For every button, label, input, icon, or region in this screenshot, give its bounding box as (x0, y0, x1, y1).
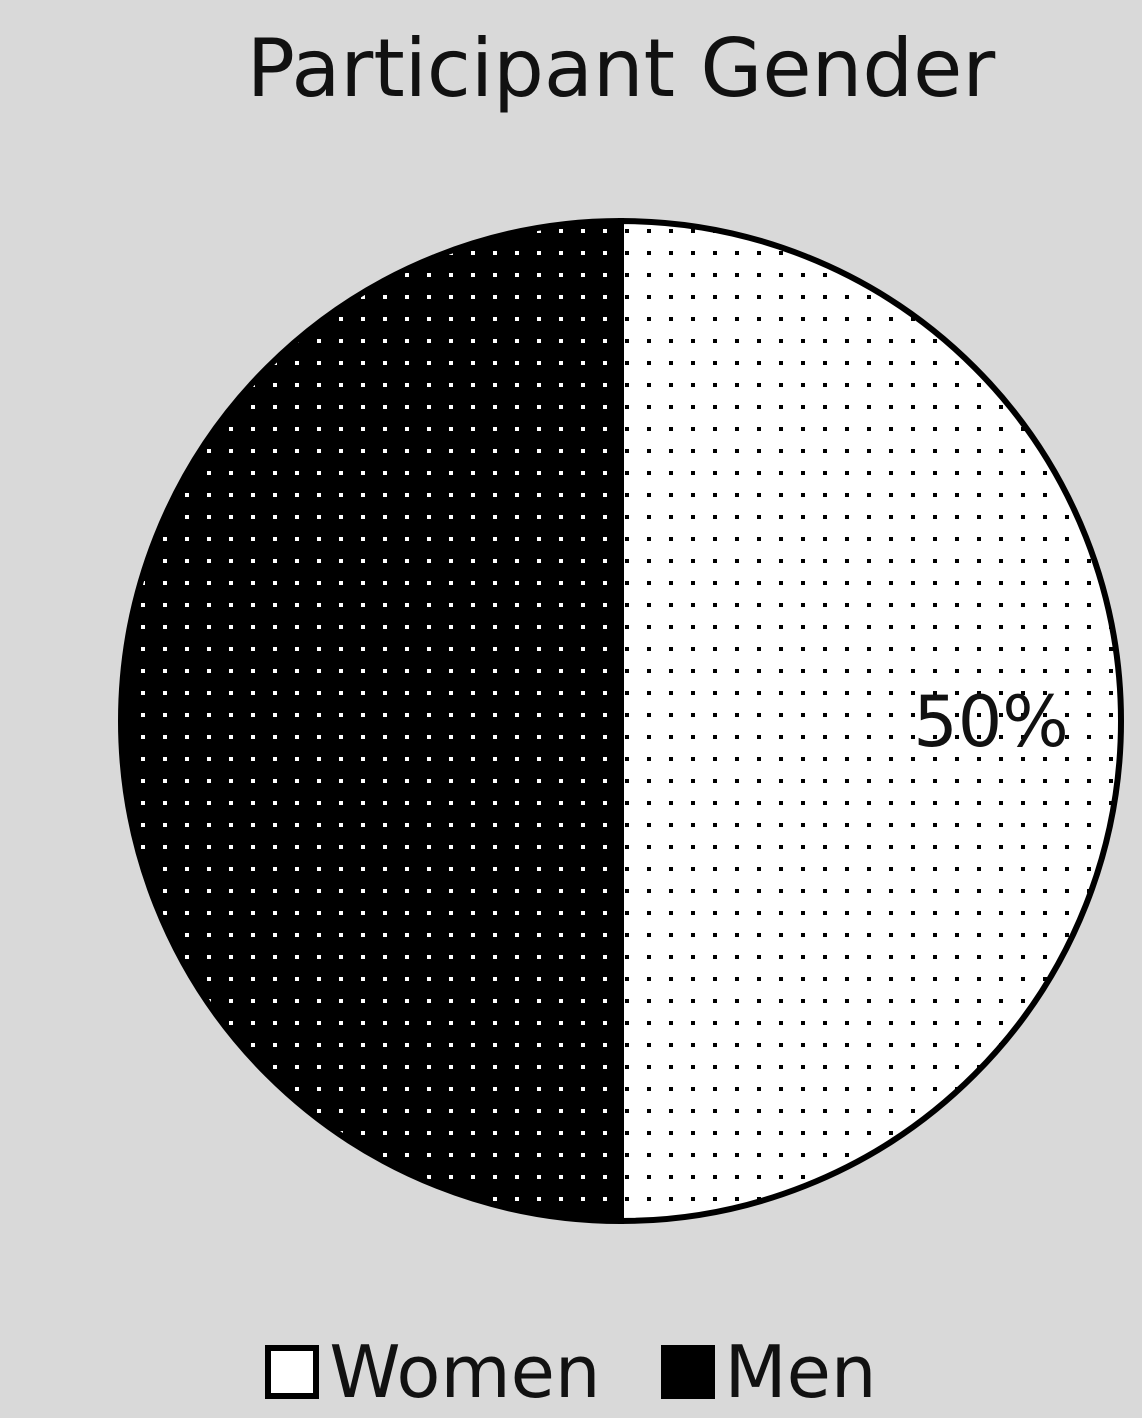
legend-swatch-men (660, 1345, 715, 1399)
pie-slice-men (118, 217, 624, 1225)
legend-label-men: Men (724, 1330, 877, 1414)
legend-swatch-women (265, 1345, 320, 1399)
legend-label-women: Women (329, 1330, 601, 1414)
legend: Women Men (0, 1330, 1142, 1414)
slice-label-women: 50% (913, 681, 1069, 763)
chart-title: Participant Gender (246, 22, 996, 115)
pie-labels: 50% (913, 681, 1069, 763)
pie-slices (118, 217, 1124, 1225)
pie-slice-women (618, 217, 1124, 1225)
legend-item-men: Men (660, 1330, 877, 1414)
legend-item-women: Women (265, 1330, 601, 1414)
